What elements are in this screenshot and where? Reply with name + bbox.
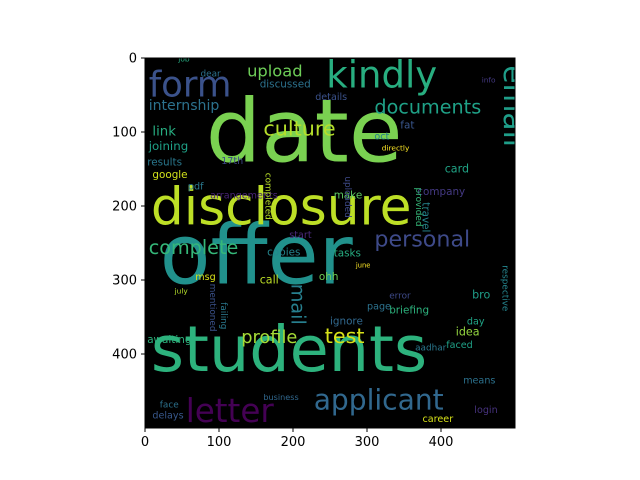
word-culture: culture [263,117,335,141]
word-internship: internship [149,98,220,114]
word-applicant: applicant [314,384,444,417]
word-july: july [174,286,189,295]
y-tick-label: 300 [112,274,137,289]
x-tick-label: 200 [281,435,306,450]
word-joining: joining [148,139,189,153]
word-mentioned: mentioned [207,284,217,332]
word-june: june [355,261,370,269]
word-day: day [467,316,485,327]
word-info: info [482,75,496,84]
word-letter: letter [186,392,275,430]
y-tick-label: 400 [112,348,137,363]
word-pdf: pdf [188,182,204,193]
word-date: date [206,81,403,183]
word-call: call [260,274,279,287]
word-travel: travel [420,202,432,232]
word-briefing: briefing [389,304,429,316]
word-delays: delays [152,410,183,421]
word-login: login [474,405,497,416]
word-error: error [389,292,411,302]
word-details: details [315,92,347,103]
x-axis: 0 100 200 300 400 [141,428,454,450]
word-card: card [445,163,469,176]
word-test: test [325,324,365,348]
word-aadhar: aadhar [415,343,447,353]
y-axis: 0 100 200 300 400 [112,52,145,363]
y-tick-label: 0 [129,52,137,67]
word-17th: 17th [221,156,243,167]
word-results: results [147,156,182,168]
word-bro: bro [472,289,490,302]
word-form: form [149,65,232,106]
word-career: career [423,414,454,425]
word-discussed: discussed [260,79,311,91]
word-upload: upload [247,62,302,81]
word-job: job [177,55,190,64]
word-awaiting: awaiting [147,334,191,346]
word-kindly: kindly [326,54,437,97]
word-cloud: offer date students disclosure kindly form ema… [147,54,531,430]
word-completed: completed [263,173,273,220]
word-company: company [417,186,465,198]
word-ignore: ignore [330,315,363,327]
word-link: link [152,125,176,140]
word-tasks: tasks [334,247,361,259]
word-copies: copies [267,247,300,259]
word-respective: respective [499,265,509,311]
x-tick-label: 300 [355,435,380,450]
word-google: google [152,169,187,181]
word-email: email [497,65,531,147]
word-provided: provided [413,188,423,227]
x-tick-label: 0 [141,435,149,450]
word-disclosure: disclosure [151,178,412,238]
word-face: face [160,400,179,410]
word-offer: offer [160,207,354,304]
word-faced: faced [446,340,473,351]
word-students: students [151,312,427,386]
word-make: make [334,190,363,202]
x-tick-label: 100 [207,435,232,450]
word-arrangements: arrangements [210,191,278,202]
plot-frame [144,57,516,429]
word-means: means [463,376,495,387]
word-mail: mail [287,284,310,325]
word-fat: fat [400,119,414,131]
word-start: start [289,230,312,241]
word-ohh: ohh [319,271,339,283]
word-oct: oct [374,131,389,142]
y-tick-label: 100 [112,126,137,141]
y-tick-label: 200 [112,200,137,215]
word-documents: documents [374,96,481,119]
plot-background [145,58,515,428]
word-personal: personal [374,227,470,253]
word-business: business [263,392,298,402]
word-idea: idea [456,326,480,339]
word-complete: complete [149,236,239,259]
word-msg: msg [195,272,215,283]
x-tick-label: 400 [429,435,454,450]
word-directly: directly [382,144,410,153]
word-page: page [367,302,391,313]
word-profile: profile [241,327,297,348]
word-uploaded: uploaded [342,176,352,217]
word-dear: dear [201,70,222,80]
word-failing: failing [218,302,228,329]
